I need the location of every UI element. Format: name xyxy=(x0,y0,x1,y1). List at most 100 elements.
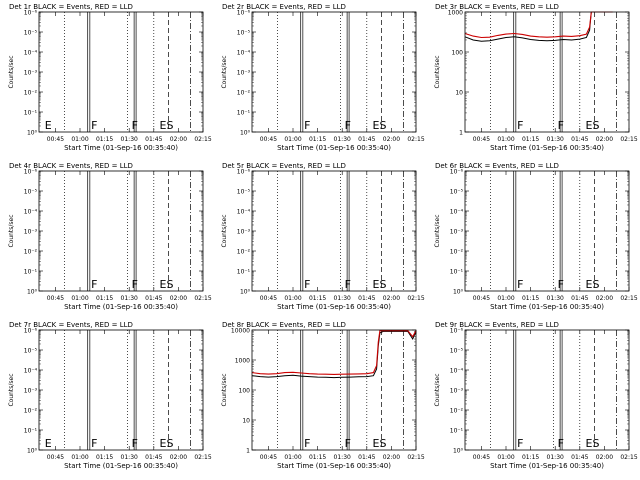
x-tick-label: 01:45 xyxy=(145,136,162,143)
x-tick-label: 02:00 xyxy=(383,454,400,461)
plot-frame xyxy=(464,11,630,133)
marker-label-es: ES xyxy=(586,278,600,291)
y-tick-label: 10⁻⁶ xyxy=(450,328,464,335)
x-tick-label: 01:00 xyxy=(497,136,514,143)
y-tick-label: 10⁻¹ xyxy=(237,110,251,117)
x-tick-label: 02:15 xyxy=(407,454,424,461)
marker-label-f: F xyxy=(132,278,138,291)
y-tick-label: 10⁻² xyxy=(450,249,464,256)
y-tick-label: 10⁻³ xyxy=(450,388,464,395)
y-tick-label: 100 xyxy=(239,388,251,395)
x-tick-label: 01:00 xyxy=(71,454,88,461)
x-tick-label: 01:15 xyxy=(522,295,539,302)
y-tick-label: 10⁻⁶ xyxy=(450,169,464,176)
x-tick-label: 01:00 xyxy=(284,454,301,461)
panel-det-1r: Det 1r BLACK = Events, RED = LLD Counts/s… xyxy=(8,3,212,152)
marker-label-e: E xyxy=(45,437,52,450)
panel-title: Det 7r BLACK = Events, RED = LLD xyxy=(9,321,133,329)
plot-frame xyxy=(464,329,630,451)
x-tick-label: 01:15 xyxy=(96,136,113,143)
y-tick-label: 10⁻⁵ xyxy=(237,30,251,37)
x-tick-label: 01:45 xyxy=(145,454,162,461)
x-tick-label: 02:00 xyxy=(383,295,400,302)
y-tick-label: 10⁻² xyxy=(237,90,251,97)
y-axis-label: Counts/sec xyxy=(8,373,15,406)
plot-frame xyxy=(251,170,417,292)
x-tick-label: 01:45 xyxy=(571,295,588,302)
x-tick-label: 02:00 xyxy=(596,295,613,302)
y-tick-label: 10⁻² xyxy=(450,408,464,415)
x-tick-label: 01:45 xyxy=(358,454,375,461)
y-tick-label: 1000 xyxy=(235,358,250,365)
x-tick-label: 00:45 xyxy=(47,136,64,143)
y-tick-label: 10⁰ xyxy=(27,130,38,137)
y-axis-label: Counts/sec xyxy=(8,214,15,247)
y-tick-label: 10⁻⁴ xyxy=(237,50,251,57)
y-tick-label: 10⁻⁴ xyxy=(24,50,38,57)
x-tick-label: 01:15 xyxy=(96,454,113,461)
x-tick-label: 01:00 xyxy=(284,136,301,143)
panel-title: Det 5r BLACK = Events, RED = LLD xyxy=(222,162,346,170)
x-axis-label: Start Time (01-Sep-16 00:35:40) xyxy=(277,303,391,311)
plot-frame xyxy=(251,11,417,133)
y-tick-label: 10⁻² xyxy=(24,249,38,256)
marker-label-f: F xyxy=(91,278,97,291)
y-tick-label: 10⁻⁶ xyxy=(24,169,38,176)
y-tick-label: 10⁻⁶ xyxy=(237,10,251,17)
y-axis-label: Counts/sec xyxy=(221,373,228,406)
x-tick-label: 01:45 xyxy=(358,136,375,143)
y-tick-label: 10⁻³ xyxy=(24,388,38,395)
x-tick-label: 02:15 xyxy=(194,295,211,302)
marker-label-es: ES xyxy=(160,278,174,291)
x-axis-label: Start Time (01-Sep-16 00:35:40) xyxy=(490,144,604,152)
x-tick-label: 00:45 xyxy=(260,295,277,302)
y-tick-label: 10000 xyxy=(231,328,250,335)
y-tick-label: 100 xyxy=(452,50,464,57)
y-tick-label: 1000 xyxy=(448,10,463,17)
panel-title: Det 1r BLACK = Events, RED = LLD xyxy=(9,3,133,11)
panel-det-7r: Det 7r BLACK = Events, RED = LLD Counts/s… xyxy=(8,321,212,470)
marker-label-f: F xyxy=(304,278,310,291)
y-tick-label: 10⁻³ xyxy=(24,229,38,236)
y-tick-label: 10⁻² xyxy=(237,249,251,256)
x-tick-label: 01:15 xyxy=(522,136,539,143)
marker-label-es: ES xyxy=(373,119,387,132)
y-tick-label: 10⁻³ xyxy=(237,229,251,236)
y-tick-label: 10⁻² xyxy=(24,408,38,415)
panel-title: Det 6r BLACK = Events, RED = LLD xyxy=(435,162,559,170)
y-tick-label: 10⁻⁶ xyxy=(24,10,38,17)
y-tick-label: 10⁰ xyxy=(240,289,251,296)
marker-label-f: F xyxy=(558,119,564,132)
y-tick-label: 10⁻⁵ xyxy=(24,30,38,37)
panel-title: Det 8r BLACK = Events, RED = LLD xyxy=(222,321,346,329)
panel-det-9r: Det 9r BLACK = Events, RED = LLD Counts/s… xyxy=(434,321,638,470)
y-tick-label: 10⁻¹ xyxy=(24,110,38,117)
marker-label-f: F xyxy=(91,437,97,450)
y-tick-label: 10⁻⁴ xyxy=(24,368,38,375)
marker-label-es: ES xyxy=(160,437,174,450)
x-tick-label: 02:15 xyxy=(194,454,211,461)
x-tick-label: 01:15 xyxy=(309,295,326,302)
x-tick-label: 00:45 xyxy=(47,295,64,302)
y-tick-label: 1 xyxy=(459,130,463,137)
x-tick-label: 01:30 xyxy=(547,454,564,461)
y-tick-label: 10⁻² xyxy=(24,90,38,97)
y-tick-label: 10 xyxy=(242,418,250,425)
y-tick-label: 10⁻⁵ xyxy=(24,189,38,196)
x-tick-label: 01:15 xyxy=(309,454,326,461)
y-tick-label: 10⁻⁶ xyxy=(237,169,251,176)
x-tick-label: 02:15 xyxy=(407,295,424,302)
marker-label-f: F xyxy=(517,278,523,291)
y-tick-label: 10⁻⁴ xyxy=(237,209,251,216)
x-tick-label: 01:30 xyxy=(334,454,351,461)
marker-label-f: F xyxy=(558,437,564,450)
x-tick-label: 01:15 xyxy=(522,454,539,461)
panel-title: Det 3r BLACK = Events, RED = LLD xyxy=(435,3,559,11)
marker-label-es: ES xyxy=(586,437,600,450)
x-tick-label: 02:00 xyxy=(170,136,187,143)
x-tick-label: 01:45 xyxy=(571,454,588,461)
x-tick-label: 02:00 xyxy=(383,136,400,143)
panel-det-4r: Det 4r BLACK = Events, RED = LLD Counts/s… xyxy=(8,162,212,311)
x-tick-label: 00:45 xyxy=(260,136,277,143)
